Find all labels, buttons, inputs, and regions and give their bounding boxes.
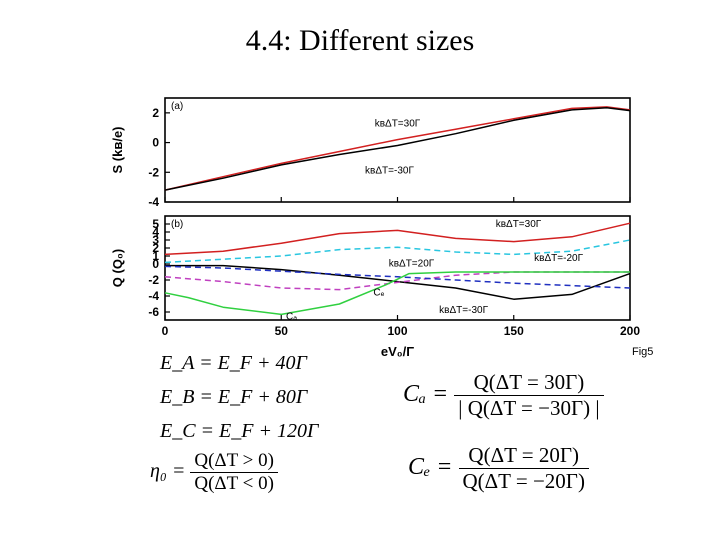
annotation: kʙΔT=-30Γ	[365, 165, 414, 176]
y-axis-label: S (kʙ/e)	[110, 126, 125, 173]
equation-ec: E_C = E_F + 120Γ	[160, 420, 319, 442]
series-line	[164, 271, 630, 291]
series-line	[164, 239, 631, 264]
equation-cb: Cₑ = Q(ΔT = 20Γ) Q(ΔT = −20Γ)	[408, 443, 589, 494]
y-tick-label: -2	[148, 273, 159, 287]
equation-ca: Cₐ = Q(ΔT = 30Γ) | Q(ΔT = −30Γ) |	[403, 370, 604, 421]
y-tick-label: -6	[148, 305, 159, 319]
y-axis-label: Q (Q₀)	[110, 249, 125, 287]
panel-tag: (a)	[171, 101, 183, 112]
series-line	[164, 106, 631, 191]
x-tick-label: 150	[504, 324, 524, 338]
y-tick-label: 0	[152, 257, 159, 271]
equation-eta: η₀ = Q(ΔT > 0) Q(ΔT < 0)	[150, 450, 278, 495]
annotation: kʙΔT=30Γ	[375, 119, 421, 130]
figure-label: Fig5	[632, 346, 654, 358]
y-tick-label: -2	[148, 165, 159, 179]
annotation: kʙΔT=20Γ	[389, 258, 435, 269]
eta-numerator: Q(ΔT > 0)	[194, 450, 274, 471]
x-axis-label: eV₀/Γ	[381, 344, 414, 359]
x-tick-label: 100	[387, 324, 407, 338]
cb-denominator: Q(ΔT = −20Γ)	[458, 468, 589, 494]
y-tick-label: 2	[152, 241, 159, 255]
ca-denominator: | Q(ΔT = −30Γ) |	[454, 395, 604, 421]
eta-denominator: Q(ΔT < 0)	[190, 472, 278, 495]
y-tick-label: 3	[152, 233, 159, 247]
y-tick-label: 2	[152, 106, 159, 120]
eta-fraction: Q(ΔT > 0) Q(ΔT < 0)	[190, 450, 278, 495]
annotation: Cₑ	[373, 288, 384, 299]
series-line	[164, 222, 631, 256]
x-tick-label: 200	[620, 324, 640, 338]
slide-title: 4.4: Different sizes	[245, 24, 475, 57]
y-tick-label: -4	[148, 289, 159, 303]
x-tick-label: 0	[162, 324, 169, 338]
series-line	[164, 265, 631, 289]
ca-lhs: Cₐ =	[403, 381, 449, 408]
cb-fraction: Q(ΔT = 20Γ) Q(ΔT = −20Γ)	[458, 443, 589, 494]
annotation: Cₐ	[286, 312, 297, 323]
series-line	[164, 106, 631, 191]
annotation: kʙΔT=-30Γ	[439, 305, 488, 316]
cb-numerator: Q(ΔT = 20Γ)	[468, 443, 580, 467]
y-tick-label: 1	[152, 249, 159, 263]
ca-fraction: Q(ΔT = 30Γ) | Q(ΔT = −30Γ) |	[454, 370, 604, 421]
series-line	[165, 264, 631, 300]
equation-ea: E_A = E_F + 40Γ	[160, 352, 307, 374]
annotation: kʙΔT=30Γ	[496, 219, 542, 230]
series-line	[164, 271, 630, 316]
ca-numerator: Q(ΔT = 30Γ)	[473, 370, 585, 394]
cb-lhs: Cₑ =	[408, 454, 453, 481]
eta-lhs: η₀ =	[150, 460, 186, 483]
equation-eb: E_B = E_F + 80Γ	[160, 386, 308, 408]
panel-a: 2 0 -2 -4 (a) S (kʙ/e) kʙΔT=30Γ kʙΔT=-30Γ	[110, 97, 631, 209]
y-tick-label: -4	[148, 195, 159, 209]
annotation: kʙΔT=-20Γ	[534, 253, 583, 264]
panel-tag: (b)	[171, 219, 183, 230]
y-tick-label: 5	[152, 217, 159, 231]
plot-frame	[164, 97, 631, 203]
y-tick-label: 0	[152, 136, 159, 150]
x-tick-label: 50	[275, 324, 289, 338]
y-tick-label: 4	[152, 225, 159, 239]
